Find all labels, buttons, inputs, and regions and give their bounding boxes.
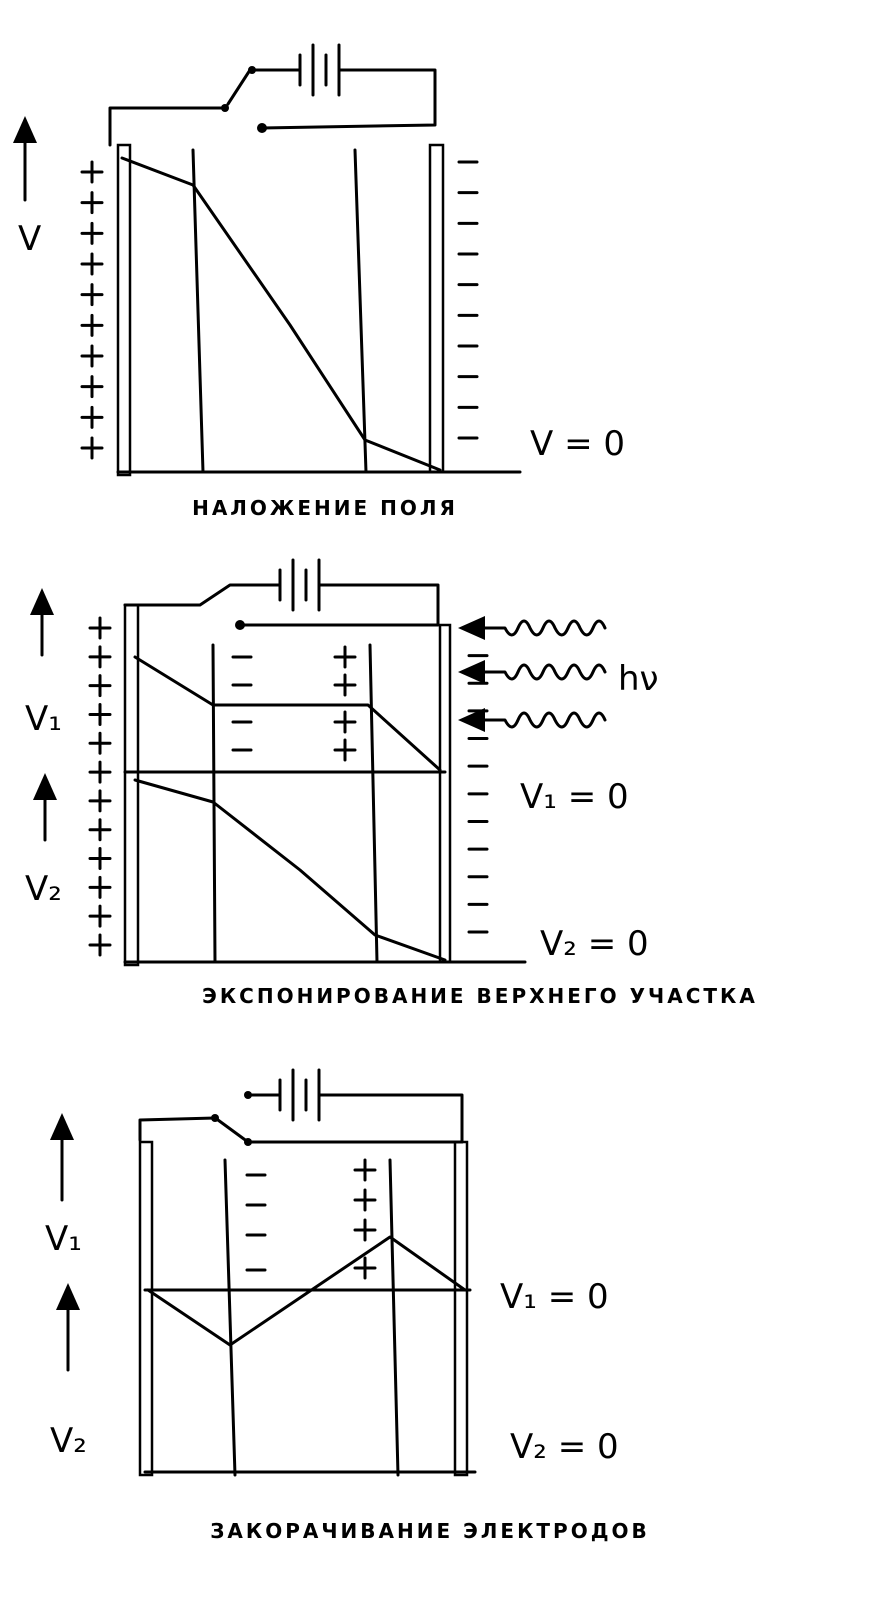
plus-charge <box>80 313 104 337</box>
plus-charge <box>88 616 112 640</box>
panel-exposure: hν V₁ V₂ V₁ = 0 V₂ = 0 ЭКСПОНИРОВАНИЕ ВЕ… <box>25 558 758 1008</box>
caption: НАЛОЖЕНИЕ ПОЛЯ <box>192 496 458 520</box>
plus-charge <box>80 375 104 399</box>
plus-charge <box>80 405 104 429</box>
plus-charge <box>88 731 112 755</box>
battery-icon <box>123 558 440 630</box>
plus-charge <box>333 738 357 762</box>
wave-arrow-icon <box>458 616 607 640</box>
v1-label: V₁ <box>25 699 62 739</box>
v-zero-label: V = 0 <box>530 424 625 464</box>
plus-charge <box>88 645 112 669</box>
plus-charge <box>88 674 112 698</box>
potential-curve <box>120 156 442 472</box>
v2-label: V₂ <box>50 1421 87 1461</box>
caption: ЗАКОРАЧИВАНИЕ ЭЛЕКТРОДОВ <box>210 1519 650 1543</box>
plus-charge <box>88 847 112 871</box>
plus-charge <box>88 818 112 842</box>
v-label: V <box>18 219 41 259</box>
plus-charge <box>88 789 112 813</box>
right-electrode <box>428 143 445 474</box>
plus-charge <box>80 283 104 307</box>
v2-zero-label: V₂ = 0 <box>540 924 649 964</box>
light-label: hν <box>618 659 659 699</box>
plus-charge <box>88 904 112 928</box>
wave-arrow-icon <box>458 708 607 732</box>
left-electrode <box>116 143 132 477</box>
plus-charge <box>80 160 104 184</box>
battery-icon <box>108 43 437 147</box>
plus-charge <box>353 1158 377 1182</box>
potential-curve <box>146 1235 467 1347</box>
v1-label: V₁ <box>45 1219 82 1259</box>
plus-charge <box>80 221 104 245</box>
wave-arrow-icon <box>458 660 607 684</box>
plus-charge <box>88 702 112 726</box>
plus-charge <box>353 1256 377 1280</box>
potential-curve-lower <box>133 778 447 962</box>
wave-arrow-icon <box>458 616 607 732</box>
plus-charge <box>88 875 112 899</box>
battery-icon <box>138 1068 464 1146</box>
plus-charge <box>80 191 104 215</box>
plus-charge <box>88 933 112 957</box>
v2-label: V₂ <box>25 869 62 909</box>
v1-zero-label: V₁ = 0 <box>520 777 629 817</box>
caption: ЭКСПОНИРОВАНИЕ ВЕРХНЕГО УЧАСТКА <box>202 984 758 1008</box>
plus-charge <box>353 1218 377 1242</box>
plus-charge <box>88 760 112 784</box>
plus-charge <box>333 710 357 734</box>
plus-charge <box>333 673 357 697</box>
v2-zero-label: V₂ = 0 <box>510 1427 619 1467</box>
plus-charge <box>333 645 357 669</box>
right-electrode <box>438 623 452 964</box>
potential-curve-upper <box>133 655 442 772</box>
plus-charge <box>80 436 104 460</box>
plus-charge <box>80 252 104 276</box>
panel-field-application: V V = 0 НАЛОЖЕНИЕ ПОЛЯ <box>12 43 625 520</box>
plus-charge <box>80 344 104 368</box>
right-electrode <box>453 1140 469 1477</box>
panel-short-circuit: V₁ V₂ V₁ = 0 V₂ = 0 ЗАКОРАЧИВАНИЕ ЭЛЕКТР… <box>45 1068 650 1543</box>
left-electrode <box>138 1140 154 1477</box>
v1-zero-label: V₁ = 0 <box>500 1277 609 1317</box>
left-electrode <box>123 603 140 967</box>
plus-charge <box>353 1188 377 1212</box>
